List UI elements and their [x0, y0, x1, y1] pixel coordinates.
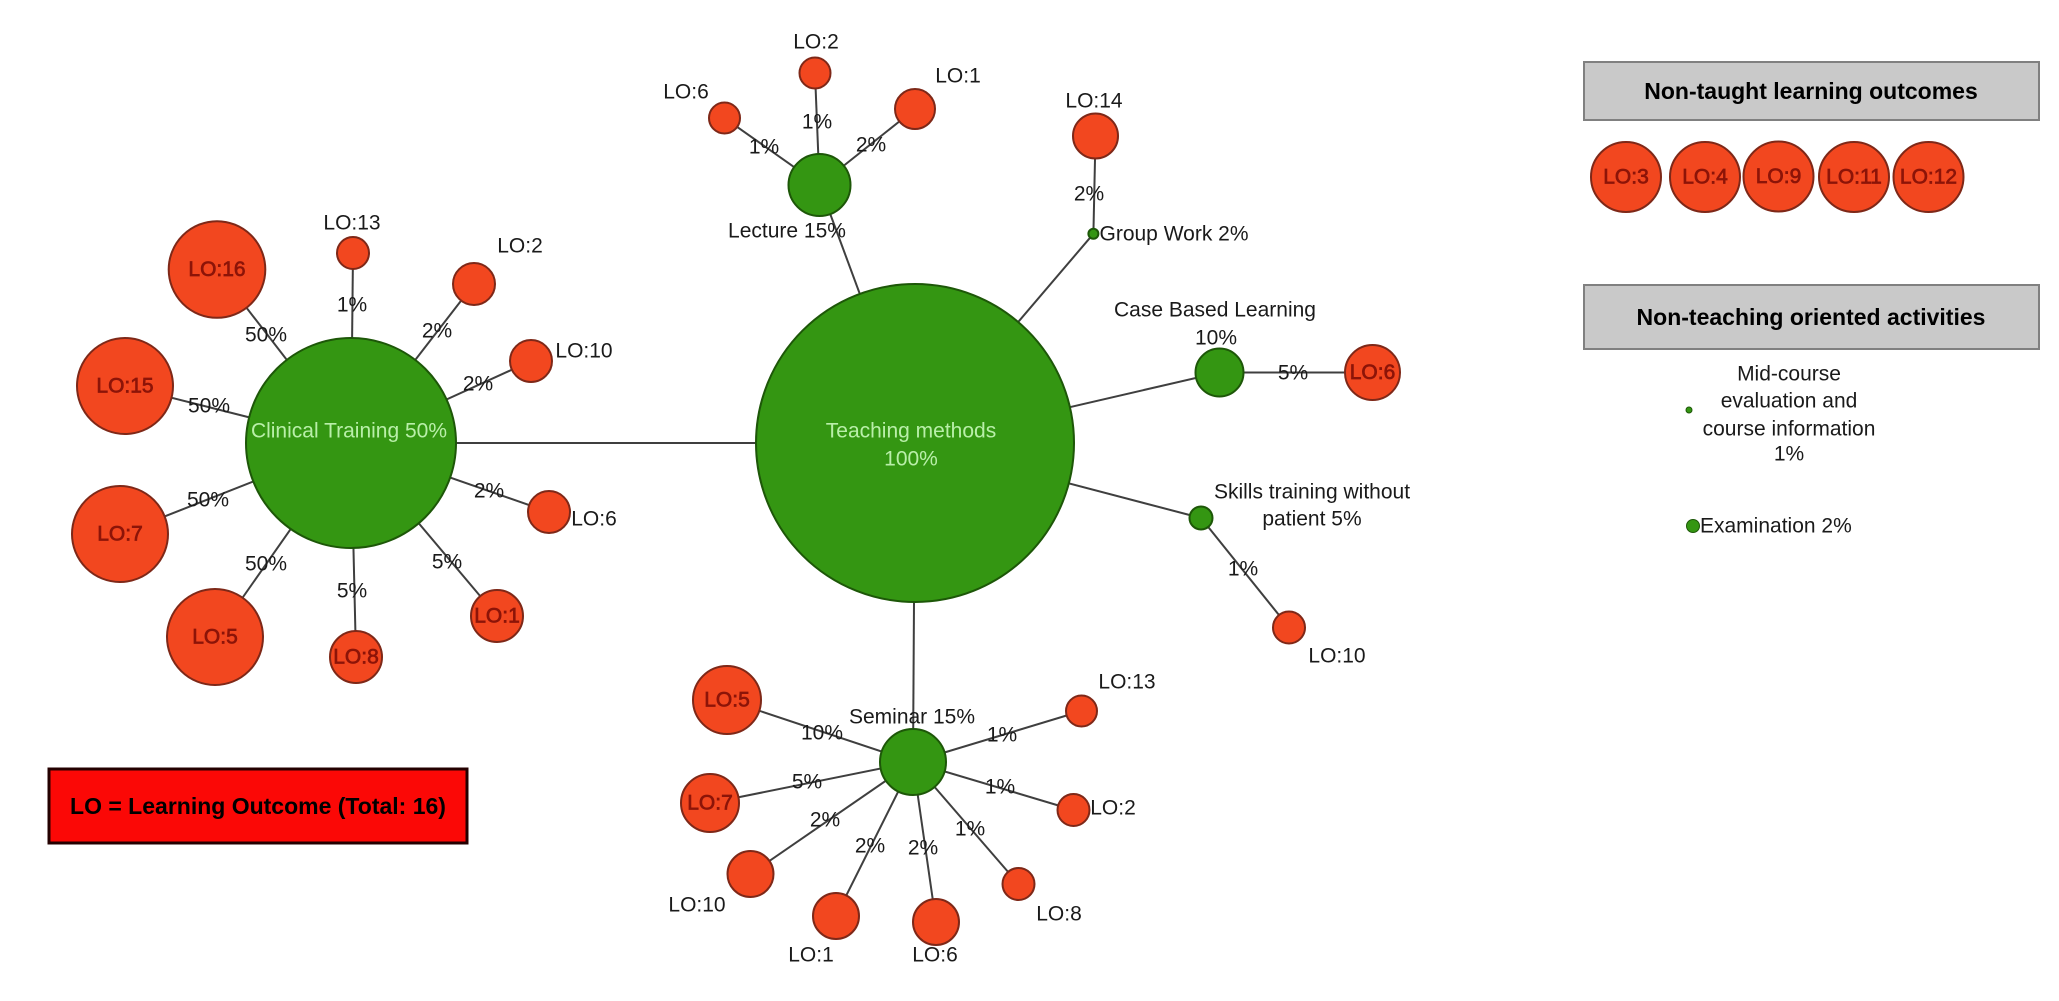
svg-text:LO:8: LO:8 — [333, 646, 379, 669]
svg-text:1%: 1% — [802, 111, 832, 134]
svg-text:1%: 1% — [337, 294, 367, 317]
svg-text:Skills training without: Skills training without — [1214, 481, 1410, 504]
svg-text:LO:5: LO:5 — [704, 689, 750, 712]
svg-text:Non-taught learning outcomes: Non-taught learning outcomes — [1644, 78, 1978, 104]
svg-text:50%: 50% — [187, 489, 229, 512]
svg-text:1%: 1% — [749, 136, 779, 159]
svg-text:2%: 2% — [463, 373, 493, 396]
svg-text:Examination 2%: Examination 2% — [1700, 515, 1852, 538]
svg-text:LO:12: LO:12 — [1900, 166, 1957, 189]
svg-text:1%: 1% — [985, 776, 1015, 799]
svg-text:1%: 1% — [987, 724, 1017, 747]
svg-text:50%: 50% — [245, 324, 287, 347]
svg-text:5%: 5% — [792, 771, 822, 794]
svg-text:LO:1: LO:1 — [474, 605, 520, 628]
svg-text:50%: 50% — [245, 553, 287, 576]
svg-text:LO:16: LO:16 — [188, 258, 245, 281]
svg-text:2%: 2% — [855, 835, 885, 858]
svg-text:2%: 2% — [908, 837, 938, 860]
svg-text:Lecture 15%: Lecture 15% — [728, 220, 846, 243]
svg-text:LO:13: LO:13 — [1098, 671, 1155, 694]
svg-text:5%: 5% — [1278, 362, 1308, 385]
svg-text:LO:15: LO:15 — [96, 375, 153, 398]
svg-text:Group Work 2%: Group Work 2% — [1100, 222, 1249, 245]
svg-text:LO:14: LO:14 — [1065, 90, 1123, 113]
svg-text:LO:10: LO:10 — [555, 340, 612, 363]
svg-text:LO = Learning Outcome (Total:: LO = Learning Outcome (Total: 16) — [70, 793, 446, 819]
svg-text:2%: 2% — [474, 480, 504, 503]
svg-text:LO:8: LO:8 — [1036, 903, 1082, 926]
svg-text:1%: 1% — [1228, 558, 1258, 581]
svg-text:Clinical Training 50%: Clinical Training 50% — [251, 420, 447, 443]
svg-text:2%: 2% — [856, 134, 886, 157]
svg-text:LO:6: LO:6 — [571, 508, 617, 531]
svg-text:evaluation and: evaluation and — [1721, 390, 1858, 413]
svg-text:LO:2: LO:2 — [793, 31, 839, 54]
svg-text:LO:10: LO:10 — [668, 894, 725, 917]
svg-text:Non-teaching oriented activiti: Non-teaching oriented activities — [1637, 304, 1986, 330]
svg-text:10%: 10% — [1195, 327, 1237, 350]
svg-text:Seminar 15%: Seminar 15% — [849, 706, 975, 729]
svg-text:50%: 50% — [188, 395, 230, 418]
svg-text:LO:1: LO:1 — [935, 65, 981, 88]
svg-text:LO:4: LO:4 — [1682, 166, 1728, 189]
svg-text:LO:7: LO:7 — [97, 523, 143, 546]
svg-text:LO:2: LO:2 — [497, 235, 543, 258]
svg-text:LO:1: LO:1 — [788, 944, 834, 967]
svg-text:10%: 10% — [801, 722, 843, 745]
svg-text:LO:11: LO:11 — [1826, 166, 1882, 189]
svg-text:LO:5: LO:5 — [192, 626, 238, 649]
svg-text:1%: 1% — [955, 818, 985, 841]
svg-text:LO:10: LO:10 — [1308, 645, 1365, 668]
svg-text:5%: 5% — [432, 551, 462, 574]
svg-text:course information: course information — [1703, 418, 1876, 441]
svg-text:LO:6: LO:6 — [1350, 361, 1396, 384]
svg-text:LO:6: LO:6 — [663, 81, 709, 104]
svg-text:2%: 2% — [422, 320, 452, 343]
svg-text:5%: 5% — [337, 580, 367, 603]
svg-text:100%: 100% — [884, 448, 938, 471]
svg-text:patient 5%: patient 5% — [1262, 508, 1361, 531]
svg-text:LO:6: LO:6 — [912, 944, 958, 967]
svg-text:Mid-course: Mid-course — [1737, 363, 1841, 386]
svg-text:LO:9: LO:9 — [1756, 165, 1802, 188]
svg-text:LO:3: LO:3 — [1603, 166, 1649, 189]
svg-text:Teaching methods: Teaching methods — [826, 420, 996, 443]
svg-text:Case Based Learning: Case Based Learning — [1114, 299, 1316, 322]
svg-text:LO:7: LO:7 — [687, 792, 733, 815]
svg-text:LO:13: LO:13 — [323, 212, 380, 235]
svg-text:2%: 2% — [810, 809, 840, 832]
svg-text:1%: 1% — [1774, 443, 1804, 466]
svg-text:2%: 2% — [1074, 183, 1104, 206]
svg-text:LO:2: LO:2 — [1090, 797, 1136, 820]
